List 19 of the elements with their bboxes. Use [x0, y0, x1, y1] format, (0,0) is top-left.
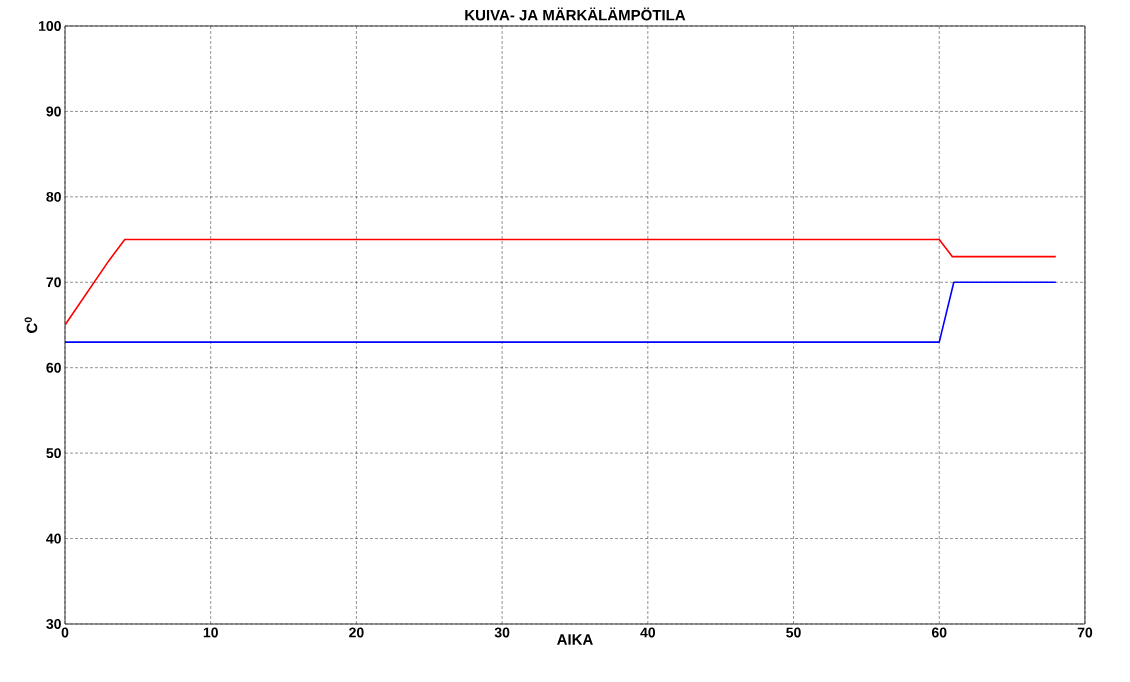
y-tick-label: 50: [46, 448, 61, 459]
x-tick-label: 10: [203, 627, 218, 638]
y-tick-label: 40: [46, 533, 61, 544]
y-tick-label: 70: [46, 277, 61, 288]
y-tick-label: 100: [39, 21, 61, 31]
x-axis-title: AIKA: [557, 634, 593, 645]
x-tick-label: 20: [349, 627, 364, 638]
x-tick-label: 50: [786, 627, 801, 638]
y-tick-label: 90: [46, 106, 61, 117]
y-tick-label: 80: [46, 191, 61, 202]
chart-title: KUIVA- JA MÄRKÄLÄMPÖTILA: [465, 7, 686, 21]
y-tick-label: 60: [46, 362, 61, 373]
x-tick-label: 0: [61, 627, 69, 638]
y-axis-title: C$^{0}$: [24, 317, 38, 333]
x-tick-label: 40: [640, 627, 656, 638]
x-tick-label: 30: [494, 627, 510, 638]
x-tick-label: 60: [931, 627, 947, 638]
x-tick-label: 70: [1077, 627, 1093, 638]
y-tick-label: 30: [46, 619, 61, 629]
